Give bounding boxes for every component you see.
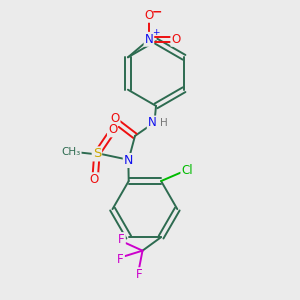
Text: F: F: [118, 233, 125, 246]
Text: O: O: [110, 112, 119, 125]
Text: CH₃: CH₃: [61, 147, 81, 158]
Text: N: N: [145, 33, 153, 46]
Text: O: O: [108, 123, 117, 136]
Text: S: S: [93, 147, 101, 161]
Text: F: F: [136, 268, 142, 281]
Text: N: N: [124, 154, 133, 167]
Text: N: N: [148, 116, 157, 130]
Text: Cl: Cl: [182, 164, 193, 177]
Text: −: −: [152, 6, 163, 19]
Text: O: O: [89, 173, 98, 186]
Text: O: O: [171, 33, 181, 46]
Text: O: O: [144, 9, 154, 22]
Text: +: +: [152, 28, 159, 37]
Text: H: H: [160, 118, 167, 128]
Text: F: F: [117, 253, 124, 266]
